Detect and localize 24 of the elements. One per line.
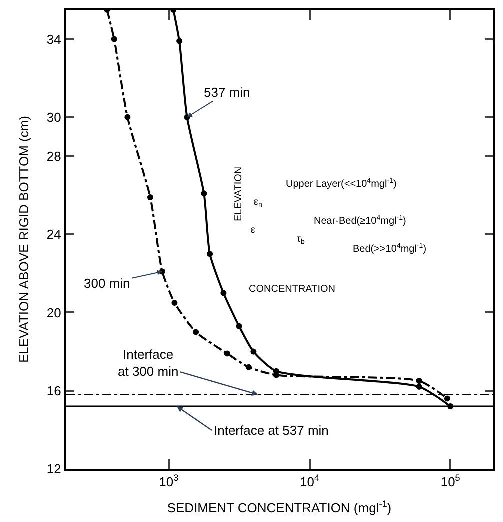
y-tick-label: 24 <box>46 227 62 242</box>
annotation: τ$_{b}$ <box>297 234 305 246</box>
x-tick-label: 10$^{3}$ <box>159 473 179 490</box>
y-axis-title: ELEVATION ABOVE RIGID BOTTOM (cm) <box>16 116 32 364</box>
ref-line-label: Interface at 300 min <box>118 347 179 379</box>
series-label: 537 min <box>204 85 250 100</box>
y-tick-label: 34 <box>46 32 62 47</box>
x-tick-label: 10$^{5}$ <box>440 473 460 490</box>
ref-line-label: Interface at 537 min <box>214 423 329 438</box>
annotation: Upper Layer(<<10$^{4}$mgl$^{-1}$) <box>286 178 397 190</box>
x-tick-label: 10$^{4}$ <box>300 473 320 490</box>
annotation: ε <box>251 225 256 236</box>
annotation: Bed(>>10$^{4}$mgl$^{-1}$) <box>353 243 427 256</box>
y-tick-label: 28 <box>46 149 62 164</box>
annotation: ELEVATION <box>233 166 244 222</box>
annotation: ε$_{n}$ <box>254 197 262 210</box>
x-axis-title: SEDIMENT CONCENTRATION (mgl$^{-1}$) <box>167 499 392 516</box>
text: 300 min <box>84 276 130 291</box>
y-tick-label: 20 <box>46 305 62 320</box>
annotation: Near-Bed(≥10$^{4}$mgl$^{-1}$) <box>314 215 406 228</box>
y-tick-label: 30 <box>46 110 62 125</box>
y-tick-label: 12 <box>46 462 62 477</box>
annotation: CONCENTRATION <box>249 284 336 295</box>
y-tick-label: 16 <box>46 383 62 398</box>
